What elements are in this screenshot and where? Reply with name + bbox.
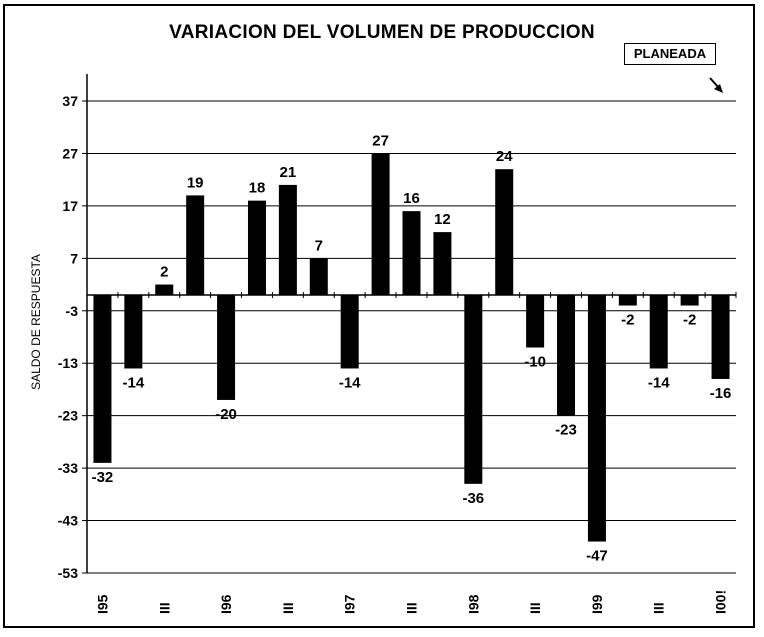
bar	[278, 184, 297, 296]
data-label: -14	[123, 374, 145, 391]
x-tick-label: III	[156, 602, 172, 614]
data-label: 19	[187, 174, 204, 191]
bar	[433, 232, 452, 296]
data-label: -20	[215, 406, 237, 423]
bar	[618, 295, 637, 306]
bar	[464, 295, 483, 484]
gridlines	[87, 100, 736, 574]
bar	[247, 200, 266, 296]
data-label: -23	[555, 422, 577, 439]
x-tick-label: I00!	[713, 590, 729, 614]
x-tick-label: I99	[589, 594, 605, 614]
data-label: 18	[249, 180, 266, 197]
bar	[93, 295, 112, 463]
bars	[93, 153, 730, 542]
bar	[526, 295, 545, 348]
bar	[155, 284, 174, 296]
data-label: 27	[372, 132, 389, 149]
bar	[309, 258, 328, 296]
y-tick-label: -23	[58, 408, 78, 424]
x-tick-label: III	[280, 602, 296, 614]
bar	[711, 295, 730, 379]
bar	[557, 295, 576, 416]
x-tick-label: I98	[465, 594, 481, 614]
data-label: -10	[524, 353, 546, 370]
data-label: -32	[92, 469, 114, 486]
data-label: 24	[496, 148, 513, 165]
bar	[371, 153, 390, 296]
data-label: 21	[280, 164, 297, 181]
bar	[402, 211, 421, 296]
y-tick-label: -33	[58, 460, 78, 476]
x-tick-label: I95	[94, 594, 110, 614]
bar	[186, 195, 205, 296]
y-tick-label: 17	[62, 198, 78, 214]
y-tick-label: -53	[58, 565, 78, 581]
data-label: -14	[648, 374, 670, 391]
y-tick-label: 7	[70, 250, 78, 266]
bar	[340, 295, 359, 369]
x-tick-label: III	[527, 602, 543, 614]
data-label: -47	[586, 548, 608, 565]
y-tick-label: -13	[58, 355, 78, 371]
y-tick-label: 37	[62, 93, 78, 109]
bar	[649, 295, 668, 369]
data-label: 12	[434, 211, 451, 228]
arrow-icon	[709, 77, 723, 93]
data-label: -14	[339, 374, 361, 391]
x-tick-label: I96	[218, 594, 234, 614]
data-label: -16	[710, 385, 732, 402]
bar	[124, 295, 143, 369]
x-tick-label: III	[404, 602, 420, 614]
data-label: 2	[160, 264, 168, 281]
chart-title: VARIACION DEL VOLUMEN DE PRODUCCION	[169, 22, 595, 43]
x-tick-label: I97	[342, 594, 358, 614]
data-label: -2	[683, 312, 696, 329]
y-tick-label: -3	[66, 303, 79, 319]
y-tick-labels: 37 27 17 7 -3 -13 -23 -33 -43 -53	[58, 93, 78, 581]
data-label: 16	[403, 190, 420, 207]
y-tick-label: -43	[58, 513, 78, 529]
y-tick-label: 27	[62, 145, 78, 161]
axes	[82, 74, 737, 574]
data-label: -36	[462, 490, 484, 507]
data-label: 7	[315, 237, 323, 254]
bar	[217, 295, 236, 400]
bar	[587, 295, 606, 542]
bar	[680, 295, 699, 306]
bar	[495, 169, 514, 296]
data-label: -2	[621, 312, 634, 329]
x-tick-labels: I95 III I96 III I97 III I98 III I99 III I00!	[94, 590, 728, 614]
planned-annotation-box: PLANEADA	[624, 43, 716, 65]
x-tick-label: III	[651, 602, 667, 614]
value-labels: -32 -14 2 19 -20 18 21 7 -14 27 16 12 -36 24 -10 -23 -47…	[92, 132, 732, 564]
